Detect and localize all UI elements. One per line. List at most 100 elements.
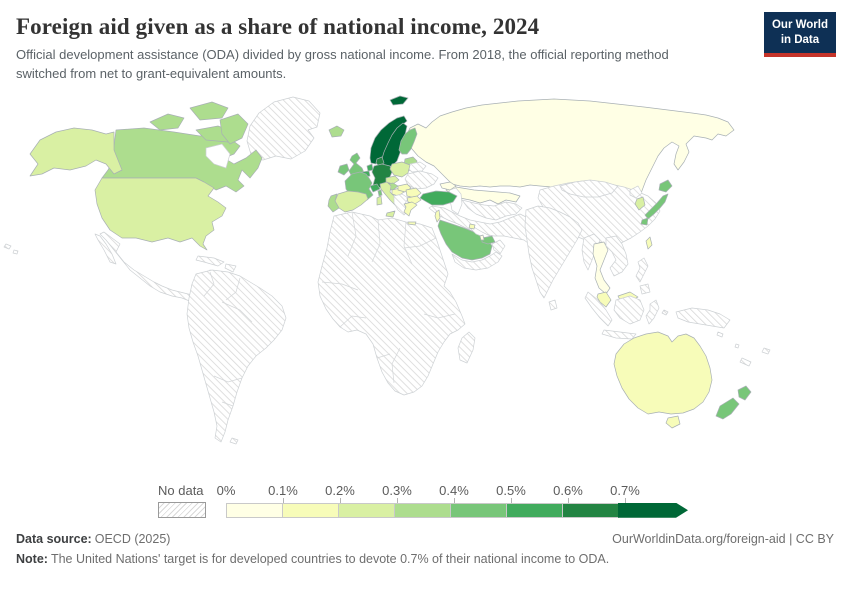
country-new-zealand-north[interactable] <box>737 385 752 401</box>
country-thailand[interactable] <box>592 241 611 295</box>
country-caucasus[interactable] <box>439 181 457 191</box>
legend-bin-6[interactable] <box>562 502 619 518</box>
country-finland[interactable] <box>398 127 418 155</box>
country-borneo[interactable] <box>613 295 645 325</box>
country-greece[interactable] <box>403 201 418 217</box>
country-svalbard[interactable] <box>389 95 409 106</box>
country-vanuatu[interactable] <box>734 343 740 349</box>
country-java[interactable] <box>601 329 637 340</box>
country-crete[interactable] <box>407 221 417 226</box>
country-tasmania[interactable] <box>665 415 681 429</box>
country-hawaii2[interactable] <box>12 249 19 255</box>
country-portugal[interactable] <box>327 193 340 213</box>
country-honshu[interactable] <box>644 193 669 220</box>
owid-logo-line1: Our World <box>771 19 828 31</box>
country-russia[interactable] <box>405 98 735 204</box>
country-hokkaido[interactable] <box>658 179 673 193</box>
chart-footer: Data source: OECD (2025) OurWorldinData.o… <box>0 532 850 566</box>
country-sulawesi[interactable] <box>645 299 660 325</box>
chart-subtitle: Official development assistance (ODA) di… <box>16 47 669 81</box>
owid-logo[interactable]: Our World in Data <box>763 12 836 57</box>
country-new-guinea[interactable] <box>675 307 731 329</box>
country-poland[interactable] <box>389 161 411 178</box>
country-kyushu[interactable] <box>640 217 649 226</box>
legend-tick-labels: 0% 0.1% 0.2% 0.3% 0.4% 0.5% 0.6% 0.7% <box>217 482 688 498</box>
country-iceland[interactable] <box>328 125 345 138</box>
no-data-swatch[interactable] <box>158 501 206 518</box>
country-ukraine[interactable] <box>404 170 439 190</box>
owid-url[interactable]: OurWorldinData.org/foreign-aid | CC BY <box>612 531 834 546</box>
country-bulgaria[interactable] <box>406 195 422 205</box>
country-hawaii[interactable] <box>3 243 12 250</box>
country-alaska[interactable] <box>29 127 123 177</box>
country-kuwait[interactable] <box>468 223 476 230</box>
country-new-caledonia[interactable] <box>739 357 752 367</box>
country-turkey[interactable] <box>419 190 458 206</box>
world-map-container <box>0 86 850 481</box>
country-saudi-arabia[interactable] <box>437 219 493 261</box>
country-canada-island[interactable] <box>149 113 185 131</box>
country-australia[interactable] <box>613 331 713 415</box>
country-switzerland[interactable] <box>369 183 381 193</box>
legend-bin-5[interactable] <box>506 502 563 518</box>
legend-bin-1[interactable] <box>282 502 339 518</box>
legend-tick-label: 0.2% <box>325 482 355 498</box>
country-spain[interactable] <box>334 190 369 213</box>
country-greenland[interactable] <box>246 96 321 161</box>
country-czechia[interactable] <box>385 175 400 185</box>
country-uae[interactable] <box>481 235 496 245</box>
country-baja[interactable] <box>94 233 117 265</box>
country-romania[interactable] <box>405 187 422 199</box>
legend-bin-0[interactable] <box>226 502 283 518</box>
country-indochina[interactable] <box>605 235 629 277</box>
country-sardinia[interactable] <box>376 195 383 206</box>
country-taiwan[interactable] <box>645 236 653 250</box>
country-hispaniola[interactable] <box>224 263 237 273</box>
africa-borders <box>321 211 456 383</box>
country-myanmar[interactable] <box>581 233 601 271</box>
country-canada-island[interactable] <box>189 101 229 121</box>
map-legend: No data 0% 0.1% 0.2% 0.3% 0.4% 0.5% 0.6% 0.7% <box>158 483 850 518</box>
country-mongolia[interactable] <box>559 179 619 198</box>
country-new-zealand-south[interactable] <box>715 397 740 420</box>
country-falklands[interactable] <box>229 437 239 445</box>
country-india[interactable] <box>524 205 583 299</box>
country-canada-island[interactable] <box>219 113 249 145</box>
country-usa[interactable] <box>94 177 227 251</box>
country-netherlands[interactable] <box>366 163 374 172</box>
country-central-asia[interactable] <box>461 199 523 221</box>
legend-tick-label: 0.5% <box>496 482 526 498</box>
legend-bin-4[interactable] <box>450 502 507 518</box>
country-sicily[interactable] <box>385 210 396 218</box>
country-solomons[interactable] <box>716 331 724 338</box>
note-label: Note: <box>16 551 48 566</box>
country-north-korea[interactable] <box>629 185 643 199</box>
country-africa[interactable] <box>317 211 466 396</box>
legend-no-data[interactable]: No data <box>158 483 206 518</box>
country-sri-lanka[interactable] <box>548 299 558 311</box>
country-fiji[interactable] <box>761 347 771 355</box>
country-sumatra[interactable] <box>584 291 613 327</box>
legend-bin-3[interactable] <box>394 502 451 518</box>
country-south-korea[interactable] <box>634 196 646 211</box>
country-qatar[interactable] <box>479 234 485 241</box>
country-cuba[interactable] <box>195 255 225 267</box>
legend-tick <box>625 497 626 503</box>
country-yemen-oman[interactable] <box>451 251 503 271</box>
country-south-america[interactable] <box>186 269 287 443</box>
country-moluccas[interactable] <box>661 309 669 316</box>
legend-bin-7[interactable] <box>618 503 688 518</box>
country-israel[interactable] <box>434 209 441 223</box>
legend-tick <box>397 497 398 503</box>
country-mindanao[interactable] <box>639 283 651 295</box>
country-madagascar[interactable] <box>457 331 476 364</box>
legend-bin-2[interactable] <box>338 502 395 518</box>
country-ireland[interactable] <box>337 163 350 176</box>
legend-tick-label: 0.6% <box>553 482 583 498</box>
legend-tick-marks <box>226 497 688 503</box>
country-oman[interactable] <box>491 239 506 255</box>
country-philippines[interactable] <box>635 257 649 283</box>
legend-scale: 0% 0.1% 0.2% 0.3% 0.4% 0.5% 0.6% 0.7% <box>217 482 688 518</box>
country-corsica[interactable] <box>377 189 383 197</box>
country-malaysia[interactable] <box>596 291 612 308</box>
